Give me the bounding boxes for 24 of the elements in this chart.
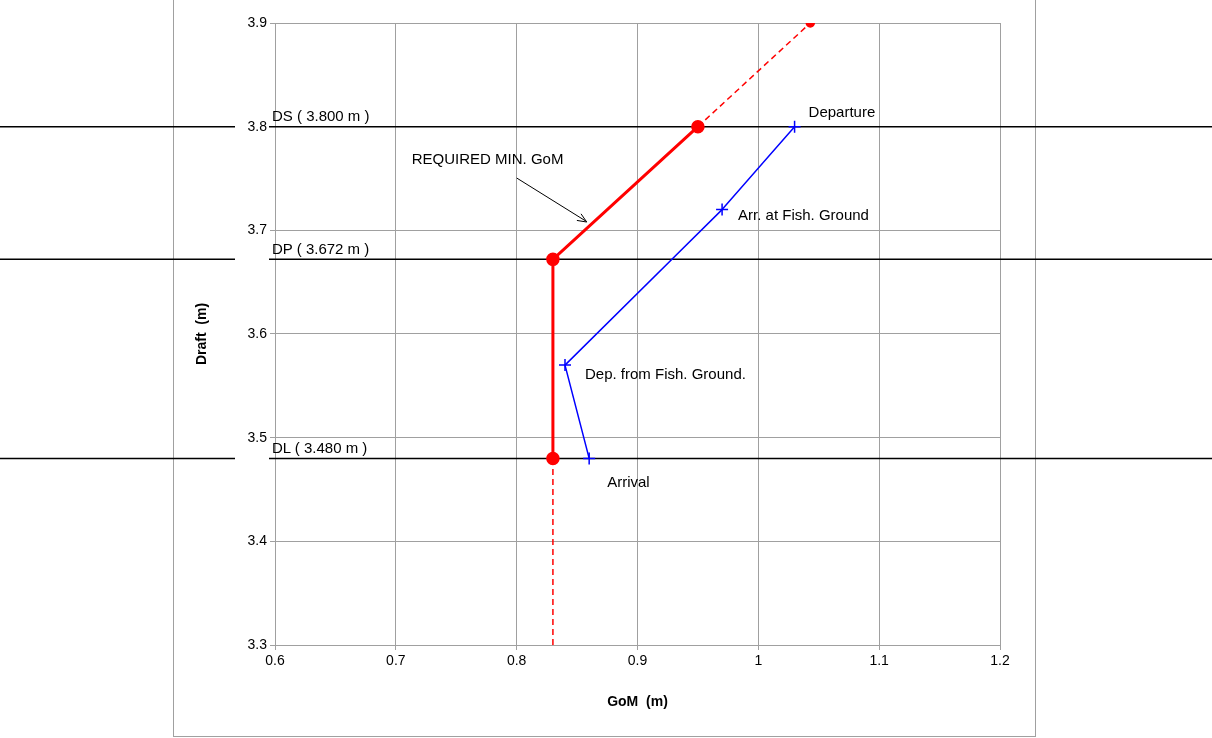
annotation: Dep. from Fish. Ground. [585, 365, 746, 383]
x-tick-label: 0.9 [627, 652, 648, 669]
x-tick-label: 1.2 [990, 652, 1010, 669]
x-tick-label: 0.6 [265, 652, 285, 669]
annotation: Arr. at Fish. Ground [738, 205, 869, 223]
ref-line-label: DL ( 3.480 m ) [272, 439, 368, 457]
y-tick-label: 3.3 [247, 635, 268, 652]
annotation: REQUIRED MIN. GoM [411, 150, 564, 168]
annotation: Departure [808, 102, 876, 120]
x-tick-label: 0.8 [506, 652, 527, 669]
y-tick-label: 3.8 [247, 117, 268, 134]
x-tick-label: 0.7 [386, 652, 406, 669]
x-axis-title: GoM (m) [607, 693, 668, 710]
y-tick-label: 3.6 [247, 324, 268, 341]
x-tick-label: 1.1 [869, 652, 890, 669]
x-tick-label: 1 [754, 652, 763, 669]
ref-line-label: DP ( 3.672 m ) [272, 240, 370, 257]
y-axis-title: Draft (m) [193, 302, 210, 366]
annotation: Arrival [607, 472, 650, 490]
y-tick-label: 3.7 [247, 221, 268, 238]
y-tick-label: 3.4 [247, 532, 268, 549]
y-tick-label: 3.9 [247, 13, 268, 30]
ref-line-label: DS ( 3.800 m ) [272, 107, 370, 125]
y-tick-label: 3.5 [247, 428, 268, 445]
